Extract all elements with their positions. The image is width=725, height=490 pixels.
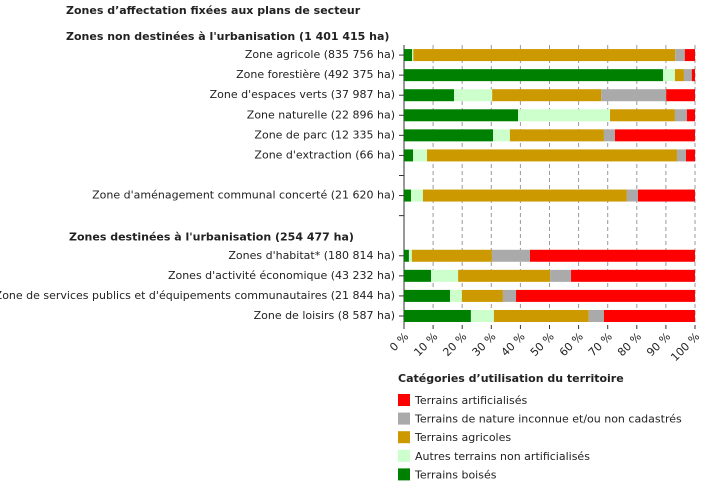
bar-segment: [530, 249, 695, 262]
section-label: Zones non destinées à l'urbanisation (1 …: [66, 30, 389, 43]
legend-swatch: [398, 394, 410, 406]
bar-segment: [610, 109, 675, 122]
bar-segment: [662, 69, 675, 82]
bar-segment: [685, 149, 695, 162]
x-tick-label: 40 %: [499, 330, 528, 359]
x-tick-label: 50 %: [528, 330, 557, 359]
bar-segment: [458, 269, 551, 282]
bar-segment: [571, 269, 695, 282]
bar-segment: [626, 189, 638, 202]
bar-segment: [454, 89, 493, 102]
bar-segment: [470, 309, 494, 322]
bar-segment: [404, 69, 663, 82]
bar-segment: [404, 189, 411, 202]
bar-segment: [683, 69, 692, 82]
bar-segment: [603, 129, 615, 142]
legend-label: Autres terrains non artificialisés: [415, 450, 590, 463]
bar-segment: [518, 109, 611, 122]
legend-label: Terrains artificialisés: [414, 394, 527, 407]
legend-swatch: [398, 468, 410, 481]
bar-segment: [502, 289, 517, 302]
bar-segment: [666, 89, 695, 102]
x-tick-label: 30 %: [470, 330, 499, 359]
bar-segment: [492, 89, 602, 102]
x-tick-label: 100 %: [668, 330, 702, 364]
bar-segment: [404, 129, 494, 142]
y-tick-label: Zone d'aménagement communal concerté (21…: [92, 189, 395, 202]
bar-segment: [493, 129, 510, 142]
bar-segment: [686, 109, 695, 122]
y-tick-label: Zone de parc (12 335 ha): [254, 128, 395, 141]
bar-segment: [491, 249, 531, 262]
bar-segment: [426, 149, 677, 162]
bar-segment: [493, 309, 589, 322]
x-tick-label: 0 %: [387, 330, 411, 354]
bar-segment: [676, 149, 686, 162]
x-tick-label: 60 %: [557, 330, 586, 359]
bar-segment: [404, 109, 519, 122]
bar-segment: [674, 109, 687, 122]
legend-title: Catégories d’utilisation du territoire: [398, 372, 624, 385]
bar-segment: [411, 249, 492, 262]
legend-label: Terrains agricoles: [414, 431, 511, 444]
bar-segment: [404, 309, 471, 322]
y-tick-label: Zone agricole (835 756 ha): [245, 48, 395, 61]
y-tick-label: Zone de services publics et d'équipement…: [0, 289, 395, 302]
y-tick-label: Zone forestière (492 375 ha): [236, 68, 395, 81]
legend-swatch: [398, 412, 410, 425]
y-tick-label: Zone de loisirs (8 587 ha): [254, 309, 395, 322]
bar-segment: [603, 309, 695, 322]
bar-segment: [550, 269, 572, 282]
bar-segment: [413, 149, 427, 162]
bar-segment: [675, 49, 685, 62]
bar-segment: [461, 289, 503, 302]
bar-segment: [408, 249, 412, 262]
y-tick-label: Zones d'habitat* (180 814 ha): [228, 249, 395, 262]
bar-segment: [614, 129, 695, 142]
bar-segment: [404, 149, 414, 162]
bar-segment: [410, 189, 423, 202]
bar-segment: [601, 89, 667, 102]
legend-label: Terrains boisés: [414, 468, 497, 481]
bar-segment: [674, 69, 684, 82]
x-tick-label: 70 %: [586, 330, 615, 359]
bar-segment: [684, 49, 695, 62]
bar-segment: [637, 189, 695, 202]
y-tick-label: Zones d'activité économique (43 232 ha): [168, 269, 395, 282]
bar-segment: [516, 289, 695, 302]
bar-segment: [404, 289, 450, 302]
chart-title: Zones d’affectation fixées aux plans de …: [66, 4, 361, 17]
bar-segment: [404, 249, 409, 262]
bar-segment: [404, 269, 432, 282]
bar-segment: [449, 289, 462, 302]
legend-swatch: [398, 449, 410, 462]
y-tick-label: Zone d'espaces verts (37 987 ha): [210, 88, 395, 101]
bar-segment: [422, 189, 627, 202]
x-tick-label: 10 %: [411, 330, 440, 359]
bar-segment: [404, 49, 413, 62]
bar-segment: [691, 69, 695, 82]
legend-label: Terrains de nature inconnue et/ou non ca…: [414, 413, 682, 426]
x-tick-label: 20 %: [440, 330, 469, 359]
section-label: Zones destinées à l'urbanisation (254 47…: [69, 231, 354, 244]
y-tick-label: Zone naturelle (22 896 ha): [247, 108, 395, 121]
bar-segment: [404, 89, 455, 102]
bar-segment: [413, 49, 676, 62]
bar-segment: [588, 309, 604, 322]
bar-segment: [431, 269, 459, 282]
bar-segment: [509, 129, 604, 142]
bar-segment: [412, 49, 414, 62]
x-tick-label: 80 %: [615, 330, 644, 359]
legend-swatch: [398, 431, 410, 444]
y-tick-label: Zone d'extraction (66 ha): [254, 148, 395, 161]
